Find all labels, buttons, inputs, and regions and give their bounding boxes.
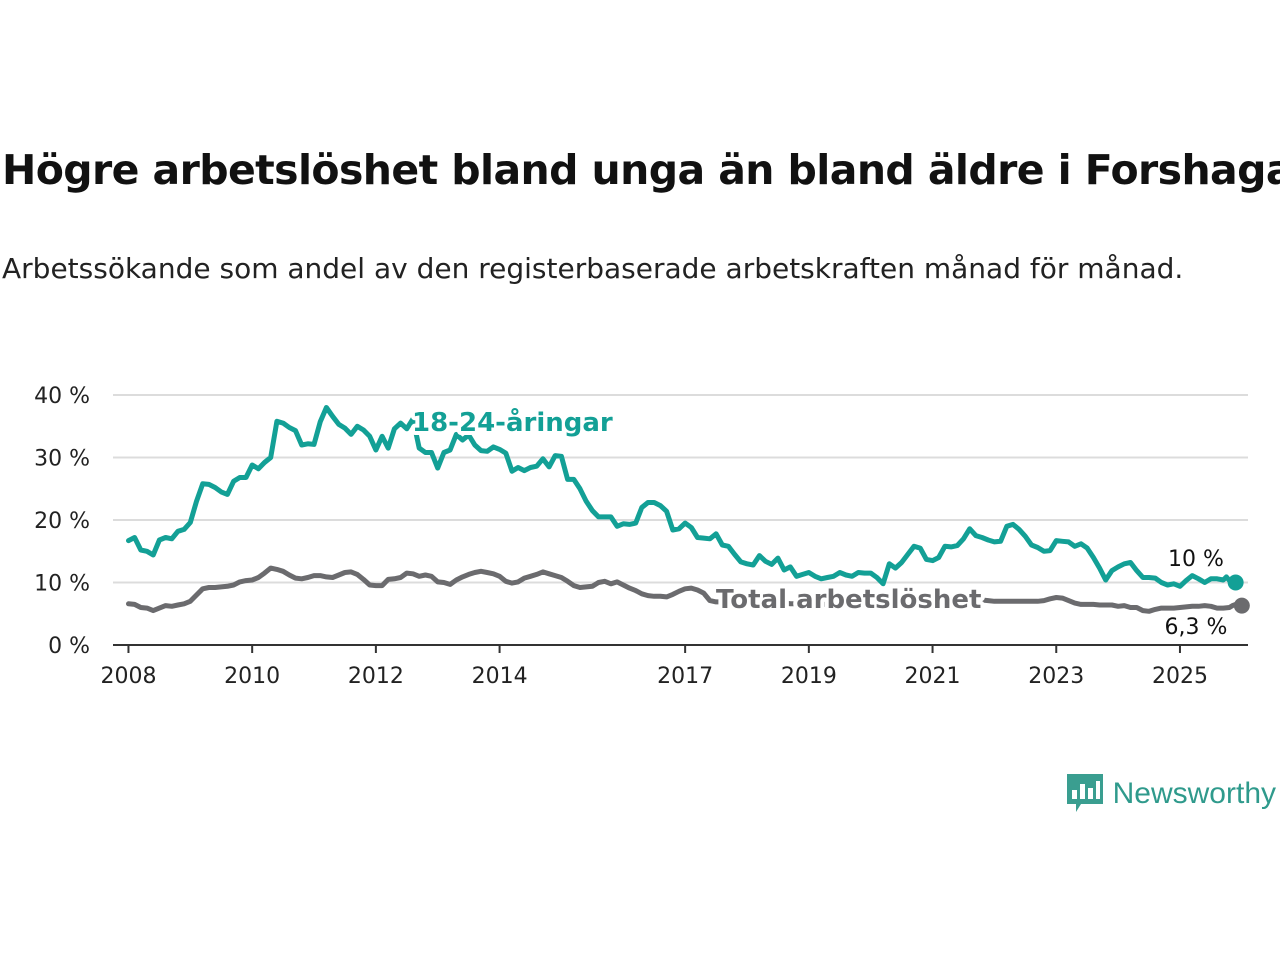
x-tick-label: 2017	[657, 664, 713, 689]
y-tick-label: 0 %	[48, 634, 90, 659]
newsworthy-logo-icon	[1066, 774, 1103, 812]
line-chart: 0 % 10 % 20 % 30 % 40 % 2008 2010 2012 2014 2017…	[34, 384, 1250, 689]
series-line-youth	[126, 405, 1239, 589]
y-tick-label: 10 %	[34, 572, 90, 597]
x-tick-label: 2008	[100, 664, 156, 689]
x-tick-label: 2023	[1028, 664, 1084, 689]
y-tick-label: 40 %	[34, 384, 90, 409]
x-tick-label: 2014	[472, 664, 528, 689]
y-axis-ticks: 0 % 10 % 20 % 30 % 40 %	[34, 384, 90, 659]
series-label-youth: 18-24-åringar	[412, 406, 613, 438]
y-tick-label: 30 %	[34, 447, 90, 472]
x-tick-label: 2025	[1152, 664, 1208, 689]
chart-subtitle: Arbetssökande som andel av den registerb…	[2, 252, 1184, 285]
chart-title: Högre arbetslöshet bland unga än bland ä…	[2, 146, 1280, 194]
y-tick-label: 20 %	[34, 509, 90, 534]
series-line-total	[126, 565, 1245, 614]
end-point-youth	[1227, 574, 1244, 591]
gridlines	[113, 394, 1248, 584]
x-tick-label: 2019	[781, 664, 837, 689]
end-label-youth: 10 %	[1168, 547, 1224, 572]
brand-name: Newsworthy	[1112, 777, 1276, 810]
x-axis: 2008 2010 2012 2014 2017 2019 2021 2023 2025	[100, 644, 1248, 689]
end-label-total: 6,3 %	[1165, 615, 1228, 640]
x-tick-label: 2010	[224, 664, 280, 689]
end-point-total	[1233, 597, 1250, 614]
x-tick-label: 2012	[348, 664, 404, 689]
series-lines	[126, 405, 1250, 614]
x-tick-label: 2021	[905, 664, 961, 689]
series-label-total: Total arbetslöshet	[716, 585, 981, 615]
series-labels: 18-24-åringar Total arbetslöshet 10 % 6,3 %	[408, 402, 1230, 643]
brand: Newsworthy	[1065, 772, 1276, 816]
